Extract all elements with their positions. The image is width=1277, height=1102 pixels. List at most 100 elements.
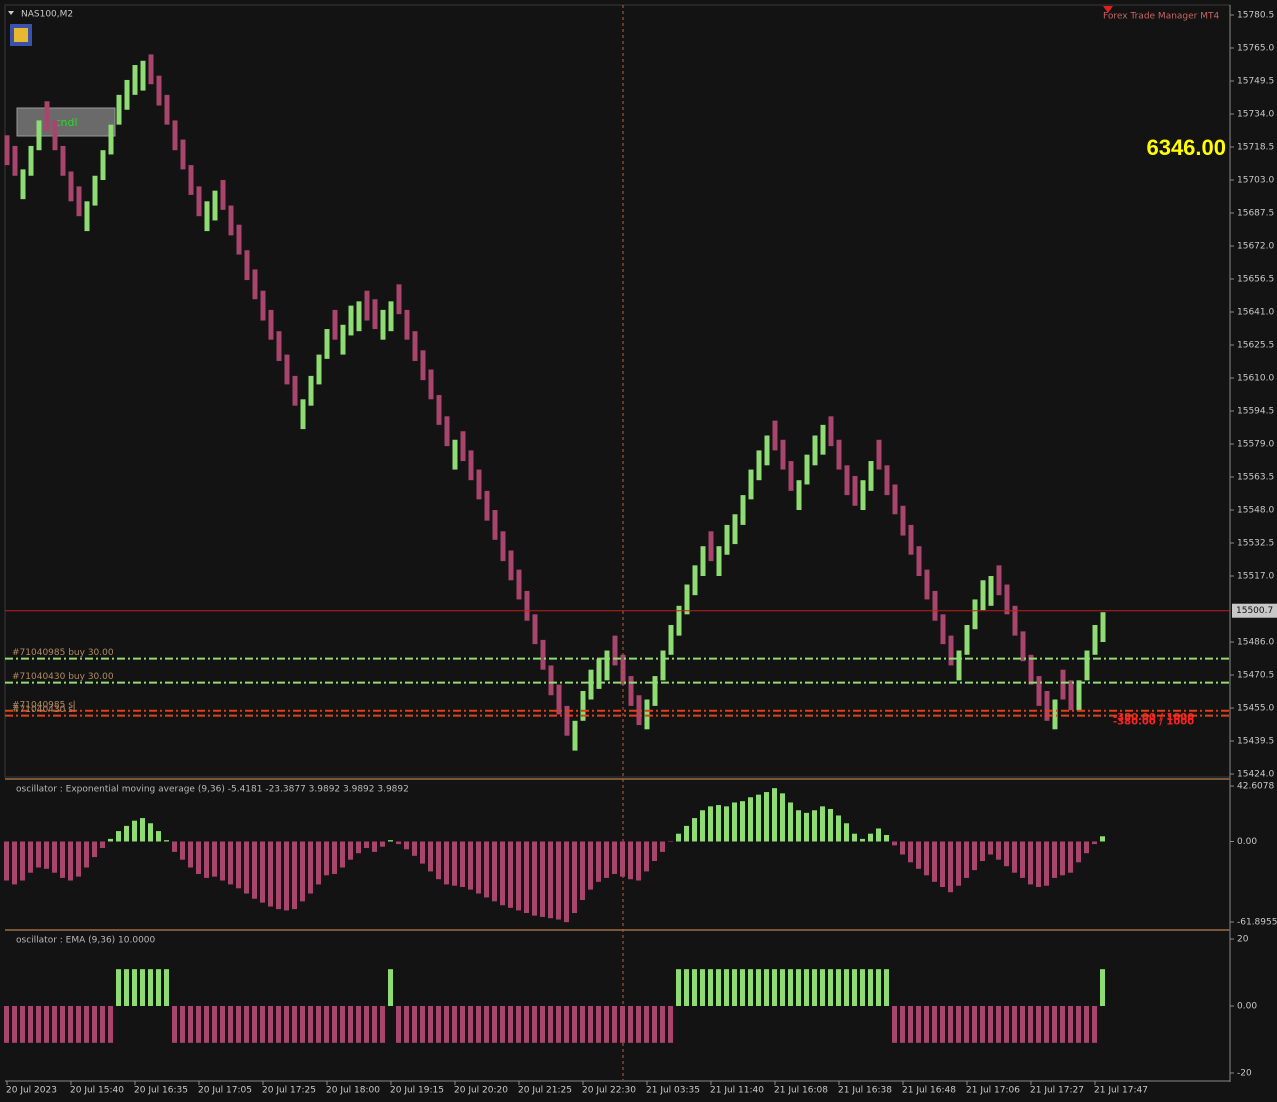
histogram-bar [180, 1006, 185, 1043]
histogram-bar [724, 969, 729, 1006]
histogram-bar [1076, 1006, 1081, 1043]
renko-bar [788, 461, 794, 491]
histogram-bar [292, 841, 297, 910]
renko-bar [516, 569, 522, 600]
histogram-bar [20, 841, 25, 881]
histogram-bar [708, 806, 713, 842]
histogram-bar [812, 810, 817, 842]
histogram-bar [980, 1006, 985, 1043]
histogram-bar [564, 1006, 569, 1043]
y-tick-label: 0.00 [1237, 1002, 1257, 1012]
histogram-bar [580, 1006, 585, 1043]
renko-bar [732, 514, 738, 545]
y-tick-label: 15470.5 [1237, 671, 1274, 681]
histogram-bar [1060, 1006, 1065, 1043]
renko-bar [348, 305, 354, 336]
renko-bar [932, 590, 938, 621]
histogram-bar [220, 1006, 225, 1043]
histogram-bar [692, 818, 697, 842]
histogram-bar [764, 792, 769, 842]
renko-bar [316, 354, 322, 385]
histogram-bar [780, 793, 785, 842]
histogram-bar [820, 969, 825, 1006]
renko-bar [948, 635, 954, 666]
renko-bar [916, 546, 922, 577]
renko-bar [228, 205, 234, 236]
histogram-bar [924, 1006, 929, 1043]
histogram-bar [348, 841, 353, 860]
y-tick-label: 15548.0 [1237, 506, 1274, 516]
histogram-bar [260, 841, 265, 903]
expert-icon-face [14, 28, 28, 42]
renko-bar [268, 309, 274, 340]
renko-bar [1100, 612, 1106, 643]
histogram-bar [700, 810, 705, 842]
y-tick-label: 15486.0 [1237, 638, 1274, 648]
histogram-bar [404, 1006, 409, 1043]
histogram-bar [764, 969, 769, 1006]
histogram-bar [276, 841, 281, 910]
histogram-bar [732, 969, 737, 1006]
histogram-bar [1052, 1006, 1057, 1043]
histogram-bar [636, 1006, 641, 1043]
renko-bar [892, 484, 898, 515]
histogram-bar [540, 841, 545, 917]
menu-arrow[interactable] [8, 11, 14, 15]
cndl-button-label[interactable]: cndl [54, 116, 77, 129]
histogram-bar [228, 1006, 233, 1043]
histogram-bar [140, 969, 145, 1006]
renko-bar [676, 605, 682, 636]
renko-bar [716, 546, 722, 577]
renko-bar [828, 416, 834, 447]
histogram-bar [684, 825, 689, 842]
histogram-bar [660, 841, 665, 852]
renko-bar [668, 624, 674, 655]
renko-bar [852, 475, 858, 506]
histogram-bar [356, 841, 361, 854]
renko-bar [964, 624, 970, 655]
histogram-bar [356, 1006, 361, 1043]
histogram-bar [988, 841, 993, 855]
histogram-bar [916, 841, 921, 869]
histogram-bar [1084, 1006, 1089, 1043]
x-tick-label: 21 Jul 16:08 [774, 1086, 828, 1096]
histogram-bar [428, 1006, 433, 1043]
histogram-bar [844, 969, 849, 1006]
y-tick-label: 15656.5 [1237, 275, 1274, 285]
renko-bar [524, 590, 530, 621]
histogram-bar [460, 841, 465, 888]
renko-bar [36, 120, 42, 151]
histogram-bar [948, 1006, 953, 1043]
histogram-bar [28, 841, 33, 873]
histogram-bar [268, 841, 273, 907]
histogram-bar [340, 1006, 345, 1043]
y-tick-label: 15594.5 [1237, 407, 1274, 417]
renko-bar [68, 171, 74, 202]
histogram-bar [1028, 841, 1033, 885]
histogram-bar [900, 1006, 905, 1043]
histogram-bar [108, 838, 113, 842]
histogram-bar [612, 1006, 617, 1043]
histogram-bar [52, 841, 57, 873]
histogram-bar [516, 1006, 521, 1043]
histogram-bar [572, 841, 577, 914]
renko-bar [412, 331, 418, 361]
renko-bar [924, 569, 930, 600]
renko-bar [652, 676, 658, 706]
histogram-bar [44, 1006, 49, 1043]
histogram-bar [332, 1006, 337, 1043]
order-right-label: -380.00 / 1000 [1113, 712, 1194, 723]
renko-bar [60, 145, 66, 176]
cndl-button[interactable] [16, 107, 116, 137]
renko-bar [212, 190, 218, 221]
histogram-bar [964, 841, 969, 878]
histogram-bar [932, 1006, 937, 1043]
renko-bar [436, 395, 442, 425]
current-price-box [1232, 603, 1277, 618]
renko-bar [252, 269, 258, 300]
renko-bar [604, 650, 610, 681]
histogram-bar [1100, 969, 1105, 1006]
renko-bar [996, 565, 1002, 596]
y-tick-label: 15718.5 [1237, 143, 1274, 153]
renko-bar [1020, 631, 1026, 662]
